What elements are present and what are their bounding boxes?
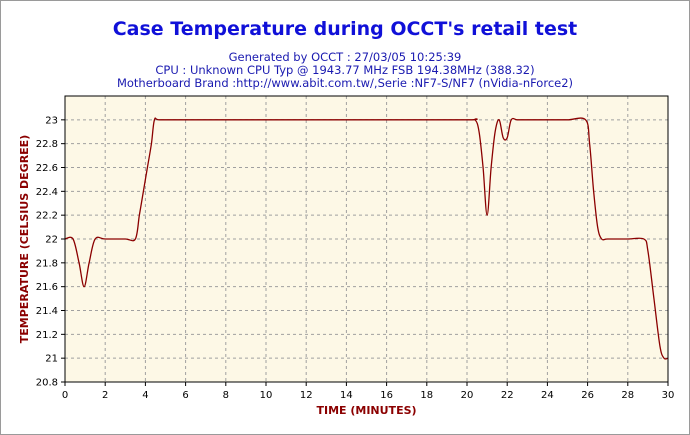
chart-title: Case Temperature during OCCT's retail te… xyxy=(112,18,578,40)
y-tick-label: 21.8 xyxy=(36,258,58,269)
y-tick-label: 22.8 xyxy=(36,139,58,150)
y-tick-label: 21.4 xyxy=(36,306,58,317)
x-tick-label: 24 xyxy=(541,390,554,401)
x-tick-label: 28 xyxy=(621,390,634,401)
x-tick-label: 16 xyxy=(380,390,393,401)
x-tick-label: 12 xyxy=(300,390,313,401)
y-tick-label: 22.2 xyxy=(36,211,58,222)
y-tick-label: 22.6 xyxy=(36,163,58,174)
x-axis-label: TIME (MINUTES) xyxy=(316,404,416,417)
y-tick-label: 21.2 xyxy=(36,330,58,341)
generated-info: Generated by OCCT : 27/03/05 10:25:39 xyxy=(228,50,462,64)
x-tick-label: 0 xyxy=(62,390,68,401)
x-tick-label: 6 xyxy=(182,390,188,401)
x-tick-label: 26 xyxy=(581,390,594,401)
motherboard-info: Motherboard Brand :http://www.abit.com.t… xyxy=(116,76,574,90)
y-axis-ticks: 20.8 21 21.2 21.4 21.6 21.8 22 22.2 22.4 22.6 22.8… xyxy=(36,115,65,389)
y-tick-label: 21.6 xyxy=(36,282,58,293)
x-axis-ticks: 0 2 4 6 8 10 12 14 16 18 20 22 24 26 28 30 xyxy=(62,382,675,401)
x-tick-label: 2 xyxy=(102,390,108,401)
x-tick-label: 30 xyxy=(662,390,675,401)
x-tick-label: 10 xyxy=(260,390,273,401)
y-tick-label: 23 xyxy=(45,115,58,126)
series-line xyxy=(64,117,669,360)
y-tick-label: 21 xyxy=(45,354,58,365)
y-tick-label: 22.4 xyxy=(36,187,58,198)
x-tick-label: 22 xyxy=(501,390,514,401)
cpu-info: CPU : Unknown CPU Typ @ 1943.77 MHz FSB … xyxy=(155,63,535,77)
y-tick-label: 22 xyxy=(45,235,58,246)
plot-border xyxy=(64,95,669,383)
y-axis-label: TEMPERATURE (CELSIUS DEGREE) xyxy=(18,135,31,343)
x-tick-label: 20 xyxy=(461,390,474,401)
y-tick-label: 20.8 xyxy=(36,378,58,389)
x-tick-label: 4 xyxy=(142,390,148,401)
x-tick-label: 18 xyxy=(420,390,433,401)
x-tick-label: 8 xyxy=(223,390,229,401)
x-tick-label: 14 xyxy=(340,390,353,401)
